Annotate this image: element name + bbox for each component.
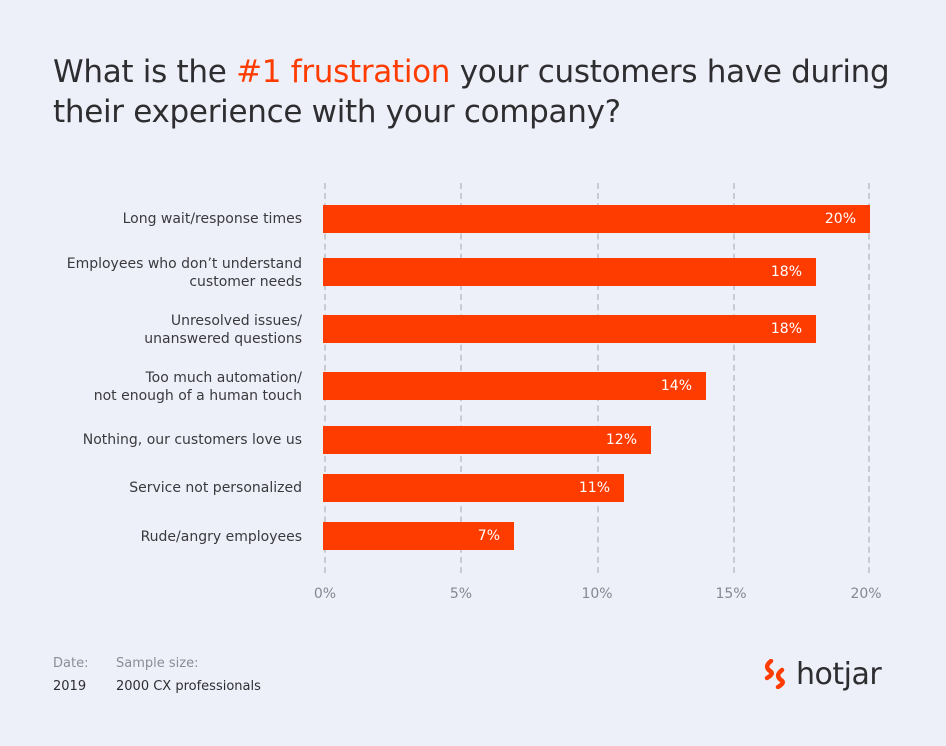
sample-size-value: 2000 CX professionals	[116, 679, 261, 694]
category-label: Unresolved issues/ unanswered questions	[144, 312, 302, 348]
label-line: Nothing, our customers love us	[82, 432, 302, 448]
bar-value: 7%	[477, 528, 500, 544]
gridline-15	[733, 183, 735, 573]
title-suffix: your customers have during their experie…	[53, 54, 890, 130]
chart-title: What is the #1 frustration your customer…	[53, 52, 913, 132]
label-line: Employees who don’t understand	[66, 256, 302, 272]
label-line: Long wait/response times	[122, 211, 302, 227]
gridline-20	[868, 183, 870, 573]
category-label: Long wait/response times	[123, 210, 302, 228]
hotjar-logo: hotjar	[762, 656, 882, 692]
bar-value: 20%	[824, 211, 856, 227]
bar: 18%	[323, 315, 816, 343]
x-tick: 15%	[715, 586, 747, 602]
label-line: Unresolved issues/	[170, 313, 302, 329]
title-highlight: #1 frustration	[236, 54, 451, 90]
date-label: Date:	[53, 656, 89, 671]
label-line: not enough of a human touch	[93, 388, 302, 404]
label-line: Rude/angry employees	[140, 529, 302, 545]
label-line: unanswered questions	[144, 331, 302, 347]
bar-value: 18%	[770, 264, 802, 280]
bar: 18%	[323, 258, 816, 286]
x-tick: 0%	[313, 586, 337, 602]
sample-size-label: Sample size:	[116, 656, 199, 671]
x-tick: 10%	[581, 586, 613, 602]
label-line: customer needs	[189, 274, 302, 290]
bar: 11%	[323, 474, 624, 502]
bar: 14%	[323, 372, 706, 400]
category-label: Rude/angry employees	[141, 528, 302, 546]
hotjar-flame-icon	[764, 659, 785, 689]
bar: 7%	[323, 522, 514, 550]
bar-value: 11%	[578, 480, 610, 496]
category-label: Too much automation/ not enough of a hum…	[94, 369, 302, 405]
category-label: Service not personalized	[129, 479, 302, 497]
title-prefix: What is the	[53, 54, 237, 90]
label-line: Service not personalized	[129, 480, 302, 496]
label-line: Too much automation/	[145, 370, 302, 386]
category-label: Nothing, our customers love us	[83, 431, 302, 449]
bar: 12%	[323, 426, 651, 454]
category-label: Employees who don’t understand customer …	[67, 255, 302, 291]
logo-text: hotjar	[796, 656, 882, 692]
date-value: 2019	[53, 679, 87, 694]
bar-value: 12%	[605, 432, 637, 448]
bar-value: 14%	[660, 378, 692, 394]
bar: 20%	[323, 205, 870, 233]
bar-value: 18%	[770, 321, 802, 337]
x-tick: 20%	[850, 586, 882, 602]
x-tick: 5%	[449, 586, 473, 602]
